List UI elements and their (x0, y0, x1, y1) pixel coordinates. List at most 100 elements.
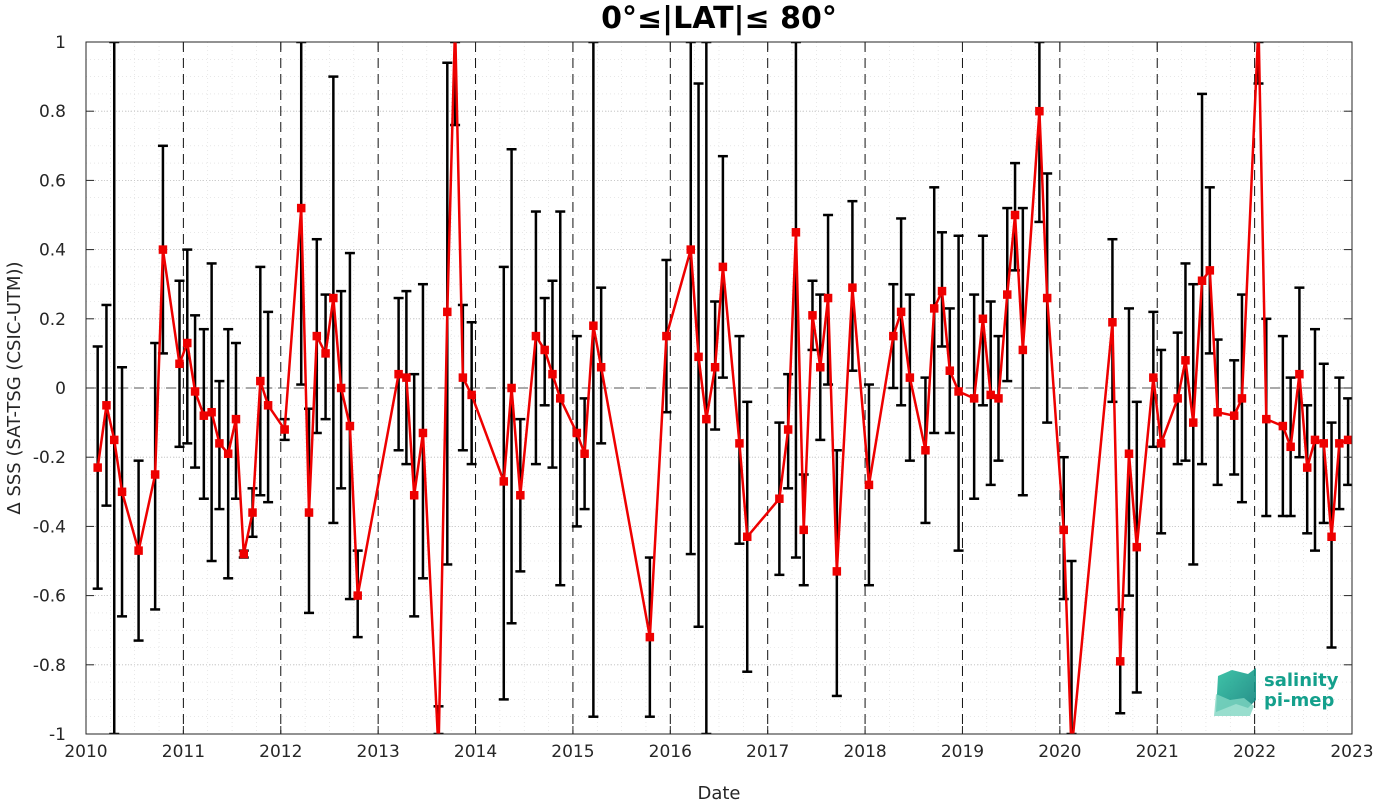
salinity-pimep-logo: salinity pi-mep (1214, 668, 1339, 716)
data-point-marker (353, 591, 362, 600)
y-axis-label: Δ SSS (SAT-TSG (CSIC-UTM)) (4, 261, 25, 514)
data-point-marker (742, 532, 752, 542)
y-tick-label: 0.2 (39, 310, 66, 330)
x-tick-label: 2013 (357, 742, 400, 762)
x-tick-labels: 2010 2011 2012 2013 2014 2015 2016 2017 2018 2019… (64, 742, 1373, 762)
y-tick-label: 0.4 (39, 241, 66, 261)
data-point-marker (199, 411, 209, 420)
data-point-marker (823, 293, 833, 303)
data-point-marker (1255, 21, 1262, 28)
y-tick-label: -0.6 (33, 587, 66, 607)
data-point-marker (1310, 435, 1320, 445)
data-point-marker (556, 394, 565, 403)
series-markers (93, 21, 1352, 755)
y-tick-label: 0.8 (39, 102, 66, 122)
data-point-marker (93, 463, 102, 472)
data-point-marker (296, 203, 306, 213)
logo-wave-icon-layer (1214, 694, 1254, 716)
data-point-marker (864, 480, 874, 490)
data-point-marker (808, 311, 817, 320)
data-point-marker (239, 549, 249, 559)
data-point-marker (507, 383, 516, 393)
data-point-marker (458, 373, 468, 382)
error-bar (790, 42, 801, 559)
data-point-marker (263, 401, 273, 410)
tick-marks (85, 41, 1353, 735)
data-point-marker (1302, 463, 1312, 472)
data-point-marker (702, 414, 711, 424)
data-point-marker (540, 345, 549, 355)
data-point-marker (969, 394, 979, 403)
data-point-marker (1124, 449, 1134, 458)
data-point-marker (280, 425, 289, 434)
data-point-marker (1059, 525, 1068, 535)
y-tick-labels: 1 0.8 0.6 0.4 0.2 0 -0.2 -0.4 -0.6 -0.8 -1 (33, 33, 66, 745)
data-point-marker (467, 390, 476, 400)
x-tick-label: 2011 (162, 742, 205, 762)
error-bar (685, 42, 696, 556)
data-point-marker (832, 567, 842, 576)
data-point-marker (1173, 394, 1182, 403)
data-point-marker (816, 362, 825, 372)
data-point-marker (1286, 442, 1295, 452)
data-point-marker (336, 383, 346, 393)
logo-line2: pi-mep (1264, 690, 1334, 711)
error-bars (92, 42, 1352, 734)
data-point-marker (1335, 439, 1344, 448)
x-tick-label: 2020 (1038, 742, 1081, 762)
data-point-marker (589, 321, 598, 330)
data-point-marker (1237, 394, 1247, 403)
x-axis-label: Date (697, 783, 740, 801)
y-tick-label: -0.8 (33, 656, 66, 676)
x-tick-label: 2016 (649, 742, 692, 762)
data-point-marker (1327, 532, 1336, 542)
data-point-marker (1132, 542, 1142, 552)
data-point-marker (1278, 421, 1288, 431)
data-point-marker (418, 428, 428, 438)
data-point-marker (158, 245, 168, 254)
data-point-marker (102, 401, 111, 410)
y-tick-label: -0.4 (33, 517, 66, 537)
x-tick-label: 2021 (1136, 742, 1179, 762)
data-point-marker (775, 494, 784, 503)
data-point-marker (1149, 373, 1158, 382)
data-point-marker (312, 331, 322, 341)
error-bar (588, 42, 599, 718)
y-tick-label: -0.2 (33, 448, 66, 468)
data-point-marker (190, 387, 200, 396)
data-point-marker (986, 390, 995, 400)
y-tick-label: 0 (55, 379, 66, 399)
data-point-marker (499, 477, 509, 486)
data-point-marker (304, 508, 314, 517)
data-point-marker (329, 293, 338, 303)
data-point-marker (321, 349, 330, 358)
data-point-marker (905, 373, 915, 382)
data-point-marker (1343, 435, 1352, 445)
y-tick-label: 1 (55, 33, 66, 53)
data-point-marker (548, 369, 557, 379)
data-point-marker (223, 449, 233, 458)
data-point-marker (402, 373, 411, 382)
data-point-marker (645, 632, 655, 642)
data-point-marker (248, 508, 257, 517)
data-point-marker (215, 439, 224, 448)
data-point-marker (531, 331, 541, 341)
data-point-marker (207, 407, 216, 417)
data-point-marker (109, 435, 119, 445)
data-point-marker (1035, 106, 1044, 116)
data-point-marker (1295, 369, 1304, 379)
data-point-marker (945, 366, 955, 375)
data-point-marker (256, 376, 265, 386)
error-bar (109, 42, 120, 734)
data-point-marker (435, 748, 442, 755)
data-point-marker (572, 428, 582, 438)
error-bar (701, 42, 712, 734)
y-tick-label: 0.6 (39, 171, 66, 191)
data-point-marker (889, 331, 898, 341)
data-point-marker (710, 362, 720, 372)
y-tick-label: -1 (49, 725, 66, 745)
data-point-marker (686, 245, 696, 254)
data-point-marker (1108, 318, 1117, 327)
data-point-marker (580, 449, 589, 458)
data-point-marker (1018, 345, 1028, 355)
